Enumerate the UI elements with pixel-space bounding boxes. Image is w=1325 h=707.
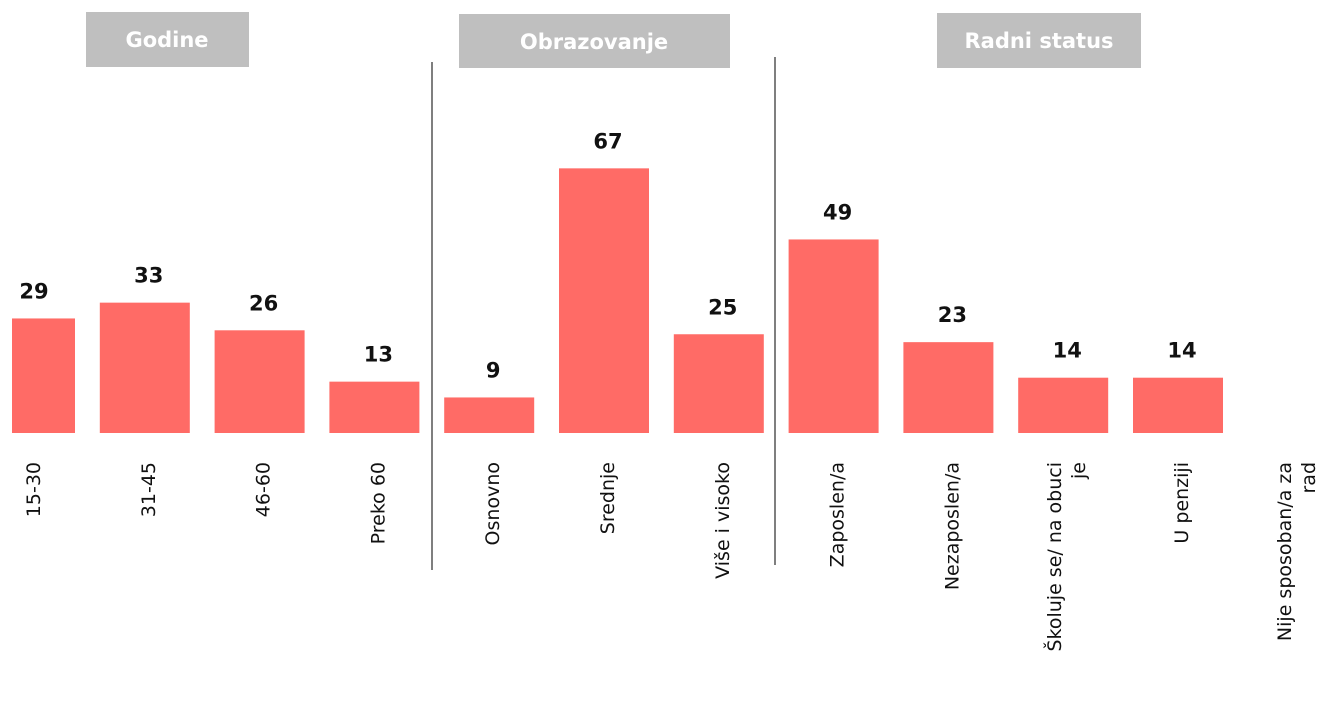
- value-label: 14: [1053, 339, 1082, 363]
- value-label: 25: [708, 295, 737, 319]
- value-label: 23: [938, 303, 967, 327]
- x-tick-label: Nije sposoban/a za rad: [1274, 462, 1320, 641]
- value-label: 9: [486, 358, 501, 382]
- x-tick-label: Nezaposlen/a: [941, 462, 963, 590]
- x-tick-label: Školuje se/ na obuci je: [1042, 462, 1090, 652]
- x-tick-label: Preko 60: [367, 462, 389, 544]
- x-tick-label: 46-60: [253, 462, 275, 517]
- value-label: 14: [1167, 339, 1196, 363]
- x-tick-label: 31-45: [138, 462, 160, 517]
- bar: [903, 342, 994, 433]
- bar: [329, 381, 420, 433]
- value-label: 29: [19, 279, 48, 303]
- group-label: Godine: [125, 28, 208, 52]
- x-tick-label: Srednje: [597, 462, 619, 534]
- value-label: 49: [823, 200, 852, 224]
- bar: [12, 318, 75, 433]
- bar: [99, 302, 190, 433]
- bar: [444, 397, 535, 433]
- bar: [559, 168, 649, 433]
- bar: [673, 334, 764, 433]
- x-tick-label: U penziji: [1171, 462, 1193, 544]
- value-label: 26: [249, 291, 278, 315]
- bar: [1133, 377, 1223, 433]
- group-box: [459, 14, 730, 68]
- x-tick-label: Više i visoko: [712, 462, 734, 579]
- group-label: Radni status: [964, 29, 1113, 53]
- bar: [1018, 377, 1109, 433]
- value-label: 13: [364, 343, 393, 367]
- x-tick-label: Osnovno: [482, 462, 504, 545]
- group-box: [937, 13, 1141, 68]
- bar: [214, 330, 305, 433]
- x-tick-label: Zaposlen/a: [827, 462, 849, 567]
- x-tick-label: 15-30: [23, 462, 45, 517]
- group-box: [86, 12, 249, 67]
- value-label: 33: [134, 264, 163, 288]
- bar: [788, 239, 879, 433]
- value-label: 67: [593, 129, 622, 153]
- group-label: Obrazovanje: [520, 30, 668, 54]
